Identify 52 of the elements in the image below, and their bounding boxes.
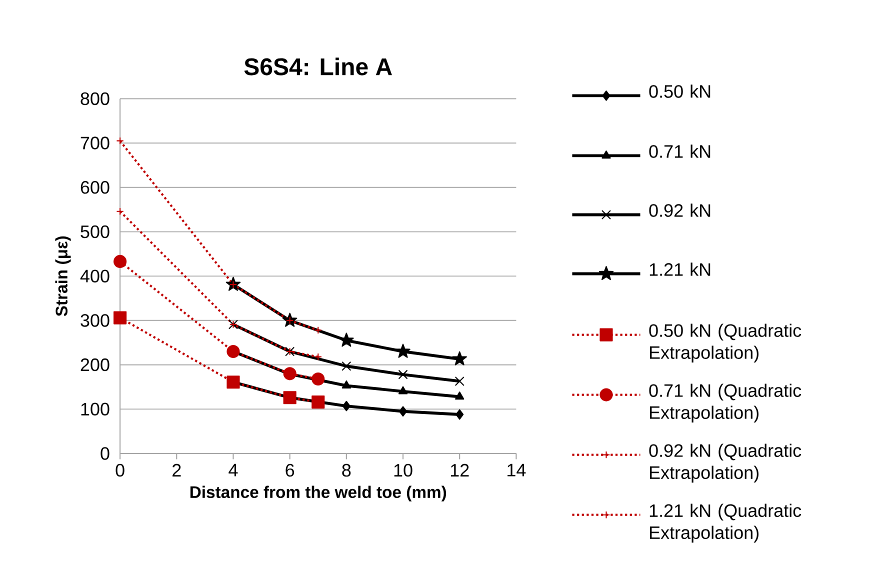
x-tick-label: 10 [394, 464, 412, 477]
point [456, 409, 464, 420]
point [114, 311, 127, 324]
point [398, 370, 408, 380]
point [452, 351, 467, 366]
point [339, 332, 354, 347]
legend-label: 0.92 kN [649, 204, 710, 217]
y-tick-label: 800 [80, 92, 110, 106]
legend-label: 0.71 kN [649, 144, 710, 158]
legend-label: 0.92 kN (Quadratic Extrapolation) [649, 444, 802, 483]
x-tick-label: 12 [450, 464, 469, 477]
legend-label: 1.21 kN [650, 262, 710, 276]
point [116, 137, 124, 145]
legend-label: 1.21 kN (Quadratic Extrapolation) [650, 504, 802, 543]
y-tick-label: 700 [80, 136, 110, 150]
point [396, 344, 410, 358]
point [283, 391, 296, 404]
point [314, 326, 322, 334]
point [398, 386, 408, 394]
chart-title: S6S4: Line A [244, 58, 392, 76]
x-tick-label: 8 [342, 464, 351, 477]
legend-label: 0.50 kN (Quadratic Extrapolation) [649, 324, 802, 363]
y-tick-label: 300 [80, 314, 110, 327]
point [226, 376, 240, 389]
point [286, 316, 294, 324]
point [226, 345, 240, 358]
point [312, 396, 325, 409]
point [342, 380, 351, 389]
y-tick-label: 100 [81, 402, 110, 416]
x-axis-title: Distance from the weld toe (mm) [190, 486, 446, 502]
x-tick-label: 4 [228, 464, 238, 476]
y-tick-label: 200 [80, 358, 110, 372]
point [114, 254, 127, 268]
legend-label: 0.71 kN (Quadratic Extrapolation) [649, 384, 802, 423]
x-tick-label: 6 [286, 464, 294, 477]
point [398, 406, 408, 417]
point [312, 372, 325, 386]
x-tick-label: 0 [116, 464, 124, 477]
y-tick-label: 600 [80, 181, 110, 194]
y-axis-title: Strain (με) [55, 236, 71, 316]
point [283, 367, 296, 380]
legend-label: 0.50 kN [649, 84, 710, 98]
x-tick-label: 14 [508, 464, 526, 476]
y-tick-label: 400 [80, 270, 110, 283]
x-tick-label: 2 [172, 464, 181, 477]
point [454, 376, 464, 386]
point [342, 400, 350, 412]
point [342, 361, 352, 371]
y-tick-label: 500 [80, 225, 110, 238]
y-tick-label: 0 [100, 447, 110, 460]
point [455, 392, 464, 400]
point [229, 280, 238, 288]
